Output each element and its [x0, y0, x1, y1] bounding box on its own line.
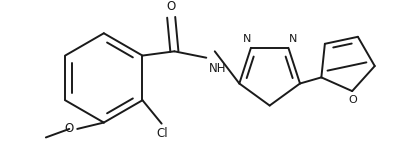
Text: O: O: [349, 95, 358, 105]
Text: N: N: [243, 34, 251, 44]
Text: O: O: [65, 122, 74, 135]
Text: N: N: [288, 34, 297, 44]
Text: O: O: [166, 0, 176, 13]
Text: NH: NH: [209, 62, 226, 75]
Text: Cl: Cl: [157, 127, 168, 140]
